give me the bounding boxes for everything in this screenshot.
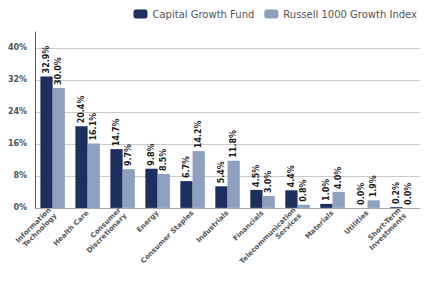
svg-text:4.5%: 4.5%	[252, 165, 261, 187]
svg-text:Services: Services	[274, 212, 303, 241]
svg-text:5.4%: 5.4%	[217, 161, 226, 183]
svg-text:20.4%: 20.4%	[77, 96, 86, 124]
svg-text:32.9%: 32.9%	[42, 46, 51, 74]
svg-text:32%: 32%	[8, 75, 27, 84]
svg-text:4.0%: 4.0%	[334, 167, 343, 189]
svg-text:11.8%: 11.8%	[229, 130, 238, 158]
svg-text:9.7%: 9.7%	[124, 144, 133, 166]
svg-text:14.2%: 14.2%	[194, 120, 203, 148]
svg-text:8.5%: 8.5%	[159, 149, 168, 171]
svg-text:40%: 40%	[8, 43, 27, 52]
svg-text:Financials: Financials	[231, 209, 266, 243]
svg-text:Energy: Energy	[135, 209, 160, 234]
svg-text:Short-Term: Short-Term	[366, 206, 403, 243]
svg-text:24%: 24%	[8, 107, 27, 116]
svg-text:Materials: Materials	[304, 209, 336, 241]
svg-text:16%: 16%	[8, 139, 27, 148]
svg-text:0.0%: 0.0%	[404, 183, 413, 205]
svg-text:8%: 8%	[14, 171, 28, 180]
svg-text:1.9%: 1.9%	[369, 175, 378, 197]
svg-text:Technology: Technology	[21, 211, 59, 249]
svg-text:Investments: Investments	[368, 212, 408, 252]
svg-text:9.8%: 9.8%	[147, 144, 156, 166]
svg-text:Russell 1000 Growth Index: Russell 1000 Growth Index	[283, 9, 417, 20]
svg-text:Information: Information	[14, 206, 53, 245]
svg-text:Consumer Staples: Consumer Staples	[139, 209, 195, 265]
svg-text:0.2%: 0.2%	[392, 182, 401, 204]
svg-text:Capital Growth Fund: Capital Growth Fund	[152, 9, 254, 20]
svg-text:Consumer: Consumer	[89, 206, 123, 240]
svg-text:1.0%: 1.0%	[322, 179, 331, 201]
svg-text:Industrials: Industrials	[195, 209, 230, 244]
svg-text:Discretionary: Discretionary	[85, 212, 128, 255]
svg-text:3.0%: 3.0%	[264, 171, 273, 193]
svg-text:0.0%: 0.0%	[357, 183, 366, 205]
svg-text:Telecommunication: Telecommunication	[238, 206, 297, 265]
svg-text:14.7%: 14.7%	[112, 118, 121, 146]
svg-text:Health Care: Health Care	[52, 209, 91, 248]
svg-text:4.4%: 4.4%	[287, 165, 296, 187]
svg-text:6.7%: 6.7%	[182, 156, 191, 178]
svg-text:16.1%: 16.1%	[89, 113, 98, 141]
svg-text:30.0%: 30.0%	[54, 57, 63, 85]
svg-text:Utilities: Utilities	[343, 209, 370, 236]
svg-text:0.8%: 0.8%	[299, 180, 308, 202]
svg-text:0%: 0%	[14, 203, 28, 212]
